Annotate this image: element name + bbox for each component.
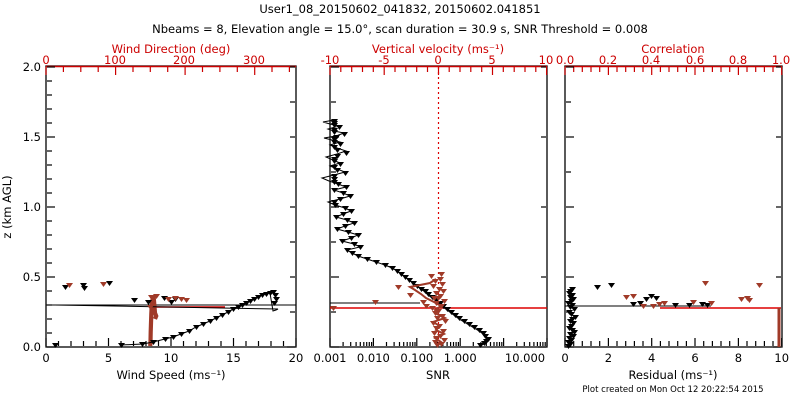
panel-residual: Correlation 0.0 0.2 0.4 0.6 0.8 1.0 [556, 42, 790, 395]
panel2-top-tick: 5 [488, 53, 495, 67]
panel2-right-ticks [538, 66, 546, 348]
panel2-bottom-axis-label: SNR [426, 368, 450, 382]
panel3-right-ticks [773, 66, 781, 348]
panel3-top-tick: 0.2 [599, 53, 617, 67]
panel2-top-ticks [329, 67, 548, 75]
y-tick-label: 1.0 [23, 200, 41, 214]
panel1-bottom-ticks [45, 338, 297, 346]
panel3-top-axis-label: Correlation [641, 42, 704, 56]
panel3-bottom-tick: 6 [691, 351, 698, 365]
panel3-residual-markers [565, 283, 711, 349]
panel2-top-tick: 0 [434, 53, 441, 67]
panel1-winddir-markers [66, 282, 190, 310]
panel1-top-axis-label: Wind Direction (deg) [112, 42, 231, 56]
panel1-bottom-tick: 5 [105, 351, 112, 365]
panel1-right-ticks [287, 66, 295, 348]
panel2-bottom-tick: 0.001 [314, 351, 347, 365]
panel3-bottom-tick: 4 [648, 351, 655, 365]
y-tick-labels: 0.0 0.5 1.0 1.5 2.0 [23, 60, 41, 354]
panel-wind-speed: Wind Direction (deg) 0 100 200 300 [42, 42, 303, 382]
panel3-top-tick: 0.0 [556, 53, 574, 67]
panel1-top-tick: 0 [42, 53, 49, 67]
panel2-bottom-tick: 10.000 [505, 351, 545, 365]
panel3-bottom-tick: 10 [774, 351, 789, 365]
panel1-top-tick: 100 [104, 53, 126, 67]
figure-subtitle: Nbeams = 8, Elevation angle = 15.0°, sca… [152, 22, 648, 36]
panel1-top-ticks [45, 67, 290, 75]
plot-created-footer: Plot created on Mon Oct 12 20:22:54 2015 [582, 385, 763, 395]
panel-snr: Vertical velocity (ms⁻¹) -10 -5 0 5 10 [314, 42, 554, 382]
panel3-top-tick: 0.4 [642, 53, 660, 67]
panel3-top-tick: 0.8 [729, 53, 747, 67]
panel3-bottom-tick: 2 [605, 351, 612, 365]
panel2-top-axis-label: Vertical velocity (ms⁻¹) [372, 42, 504, 56]
panel3-left-ticks [566, 66, 574, 348]
figure-title: User1_08_20150602_041832, 20150602.04185… [259, 2, 540, 16]
panel3-correlation-markers [623, 281, 763, 309]
panel2-bottom-ticks [329, 338, 548, 346]
panel3-top-tick: 1.0 [772, 53, 790, 67]
panel3-bottom-tick: 0 [561, 351, 568, 365]
panel1-windspeed-markers [52, 281, 280, 348]
panel1-bottom-tick: 0 [42, 351, 49, 365]
panel3-top-ticks [564, 67, 783, 75]
panel2-bottom-tick: 1.000 [444, 351, 477, 365]
panel3-bottom-tick: 8 [735, 351, 742, 365]
panel1-left-ticks [47, 66, 55, 348]
panel1-bottom-tick: 10 [164, 351, 179, 365]
panel2-bottom-tick: 0.010 [357, 351, 390, 365]
panel3-bottom-ticks [564, 338, 783, 346]
panel1-bottom-tick: 20 [289, 351, 304, 365]
panel3-bottom-axis-label: Residual (ms⁻¹) [628, 368, 717, 382]
y-tick-label: 2.0 [23, 60, 41, 74]
y-axis-label: z (km AGL) [0, 175, 14, 238]
panel2-top-tick: -5 [378, 53, 389, 67]
panel2-top-tick: -10 [321, 53, 340, 67]
panel1-winddir-trace [148, 295, 159, 347]
panel1-bottom-tick: 15 [226, 351, 241, 365]
panel1-top-tick: 200 [173, 53, 195, 67]
panel2-snr-markers [331, 119, 492, 348]
y-tick-label: 0.5 [23, 270, 41, 284]
panel2-top-tick: 10 [539, 53, 554, 67]
panel3-top-tick: 0.6 [686, 53, 704, 67]
panel2-bottom-tick: 0.100 [400, 351, 433, 365]
panel2-vertvel-line [407, 278, 448, 347]
panel1-top-tick: 300 [243, 53, 265, 67]
panel1-bottom-axis-label: Wind Speed (ms⁻¹) [116, 368, 225, 382]
y-tick-label: 0.0 [23, 340, 41, 354]
y-tick-label: 1.5 [23, 130, 41, 144]
